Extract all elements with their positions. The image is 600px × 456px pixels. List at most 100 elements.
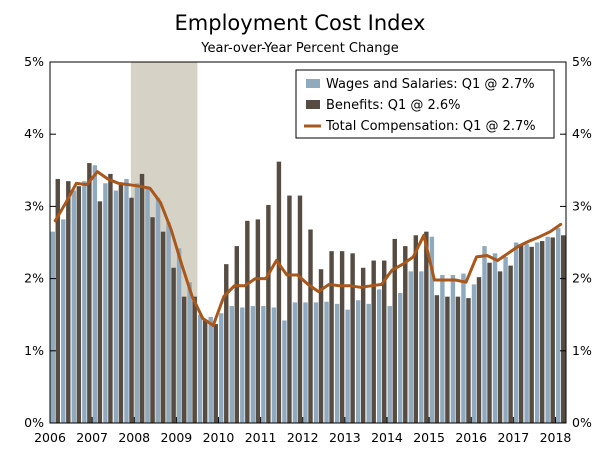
x-tick-label: 2012 xyxy=(287,430,319,445)
y-tick-label-left: 3% xyxy=(24,198,44,213)
bar-benefits xyxy=(266,204,271,423)
bars-layer xyxy=(50,161,566,424)
bar-wages xyxy=(303,302,308,423)
x-tick-label: 2013 xyxy=(329,430,361,445)
bar-wages xyxy=(166,222,171,423)
y-tick-label-left: 1% xyxy=(24,343,44,358)
bar-wages xyxy=(545,236,550,423)
bar-benefits xyxy=(466,298,471,423)
bar-benefits xyxy=(371,260,376,423)
bar-benefits xyxy=(192,296,197,423)
bar-wages xyxy=(345,309,350,423)
bar-benefits xyxy=(487,262,492,423)
x-tick-label: 2016 xyxy=(455,430,487,445)
chart-title: Employment Cost Index xyxy=(175,11,426,35)
y-tick-label-right: 3% xyxy=(572,198,592,213)
legend-label-wages: Wages and Salaries: Q1 @ 2.7% xyxy=(326,77,535,92)
y-tick-label-left: 0% xyxy=(24,415,44,430)
y-tick-label-right: 2% xyxy=(572,271,592,286)
x-tick-label: 2017 xyxy=(497,430,529,445)
axes-layer: 0% 0% 1% 1% 2% 2% 3% 3% 4% 4% 5% 5% 2006 2007 2008 2009… xyxy=(24,54,592,445)
bar-wages xyxy=(324,301,329,423)
bar-benefits xyxy=(360,267,366,423)
bar-wages xyxy=(197,314,203,423)
x-tick-label: 2010 xyxy=(203,430,235,445)
bar-benefits xyxy=(445,296,450,423)
x-tick-label: 2014 xyxy=(371,430,403,445)
bar-benefits xyxy=(476,277,482,423)
bar-wages xyxy=(240,307,245,423)
bar-wages xyxy=(503,256,508,423)
bar-wages xyxy=(408,271,414,423)
bar-benefits xyxy=(308,229,313,423)
bar-wages xyxy=(398,293,403,423)
bar-benefits xyxy=(255,219,261,423)
bar-benefits xyxy=(76,186,82,423)
legend-label-benefits: Benefits: Q1 @ 2.6% xyxy=(326,98,461,113)
bar-benefits xyxy=(497,271,503,423)
bar-wages xyxy=(50,231,55,423)
bar-wages xyxy=(534,242,540,423)
y-tick-label-right: 1% xyxy=(572,343,592,358)
bar-benefits xyxy=(382,260,387,423)
bar-benefits xyxy=(55,178,60,423)
x-tick-label: 2011 xyxy=(245,430,277,445)
y-tick-label-right: 4% xyxy=(572,126,592,141)
bar-benefits xyxy=(160,231,166,423)
bar-benefits xyxy=(550,237,555,423)
bar-benefits xyxy=(424,231,429,423)
bar-benefits xyxy=(97,201,103,423)
bar-wages xyxy=(103,183,108,423)
bar-benefits xyxy=(561,235,566,423)
bar-benefits xyxy=(413,235,419,423)
x-tick-label: 2015 xyxy=(413,430,445,445)
x-tick-label: 2009 xyxy=(160,430,192,445)
bar-wages xyxy=(145,186,150,423)
bar-benefits xyxy=(234,246,240,423)
bar-wages xyxy=(82,181,87,423)
bar-benefits xyxy=(339,251,345,423)
bar-benefits xyxy=(139,173,145,423)
bar-benefits xyxy=(224,264,229,423)
bar-wages xyxy=(92,165,98,423)
bar-wages xyxy=(313,302,319,423)
bar-benefits xyxy=(202,320,208,423)
legend-box xyxy=(295,69,555,139)
y-tick-label-right: 0% xyxy=(572,415,592,430)
bar-wages xyxy=(419,271,424,423)
bar-wages xyxy=(292,302,298,423)
bar-benefits xyxy=(434,295,440,423)
x-tick-label: 2007 xyxy=(76,430,108,445)
bar-benefits xyxy=(529,246,534,423)
bar-benefits xyxy=(276,161,282,424)
bar-wages xyxy=(134,183,140,423)
bar-benefits xyxy=(518,245,524,423)
bar-wages xyxy=(261,306,266,423)
bar-wages xyxy=(71,190,77,423)
bar-benefits xyxy=(66,181,71,423)
bar-wages xyxy=(461,273,466,423)
x-tick-label: 2008 xyxy=(118,430,150,445)
bar-wages xyxy=(450,274,456,423)
y-tick-label-left: 5% xyxy=(24,54,44,69)
bar-wages xyxy=(124,178,129,423)
bar-wages xyxy=(250,306,256,423)
bar-wages xyxy=(482,246,487,423)
bar-wages xyxy=(282,320,287,423)
bar-wages xyxy=(176,248,182,423)
x-tick-label: 2018 xyxy=(540,430,572,445)
bar-wages xyxy=(271,307,277,423)
bar-benefits xyxy=(350,253,355,423)
legend-swatch-benefits xyxy=(306,100,320,109)
bar-wages xyxy=(471,284,477,423)
bar-benefits xyxy=(181,296,187,423)
bar-benefits xyxy=(287,195,292,423)
chart-subtitle: Year-over-Year Percent Change xyxy=(200,41,398,56)
bar-benefits xyxy=(87,163,92,423)
plot-frame xyxy=(49,61,567,424)
bar-wages xyxy=(61,219,66,423)
bar-wages xyxy=(355,300,361,423)
bar-benefits xyxy=(329,251,334,423)
legend-swatch-wages xyxy=(306,79,320,88)
